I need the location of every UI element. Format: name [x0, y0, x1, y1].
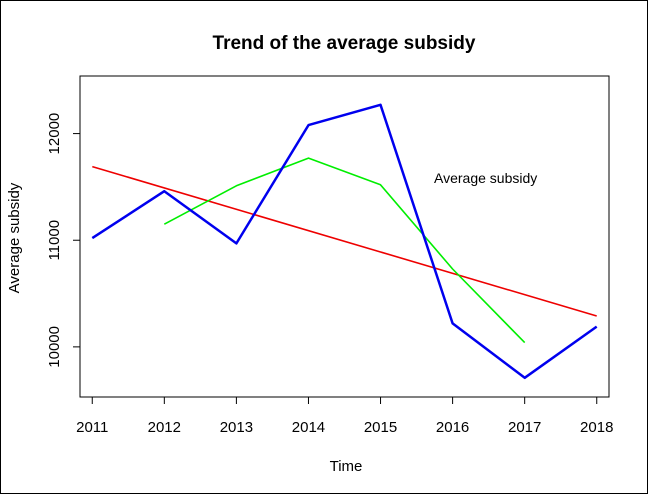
y-tick-label: 11000	[46, 220, 63, 261]
chart-title: Trend of the average subsidy	[213, 33, 476, 54]
x-tick-label: 2016	[436, 419, 469, 436]
series-line-blue	[91, 103, 598, 380]
series-line-red	[92, 165, 597, 317]
x-tick-label: 2017	[508, 419, 541, 436]
x-axis-label: Time	[330, 458, 363, 475]
series-annotation: Average subsidy	[434, 170, 537, 186]
x-tick-label: 2015	[364, 419, 397, 436]
x-tick-label: 2013	[220, 419, 253, 436]
x-tick-label: 2018	[580, 419, 613, 436]
x-axis: 2011 2012 2013 2014 2015 2016 2017 2018	[76, 396, 613, 436]
x-tick-label: 2014	[292, 419, 325, 436]
y-tick-label: 10000	[46, 326, 63, 368]
series-line-green	[163, 157, 526, 344]
y-tick-label: 12000	[46, 113, 63, 155]
plot-area-box	[79, 75, 610, 398]
y-axis-label: Average subsidy	[6, 182, 23, 293]
x-tick-label: 2012	[148, 419, 181, 436]
y-axis: 10000 11000 12000	[46, 113, 81, 368]
x-tick-label: 2011	[76, 419, 108, 436]
series-layer	[91, 103, 598, 380]
